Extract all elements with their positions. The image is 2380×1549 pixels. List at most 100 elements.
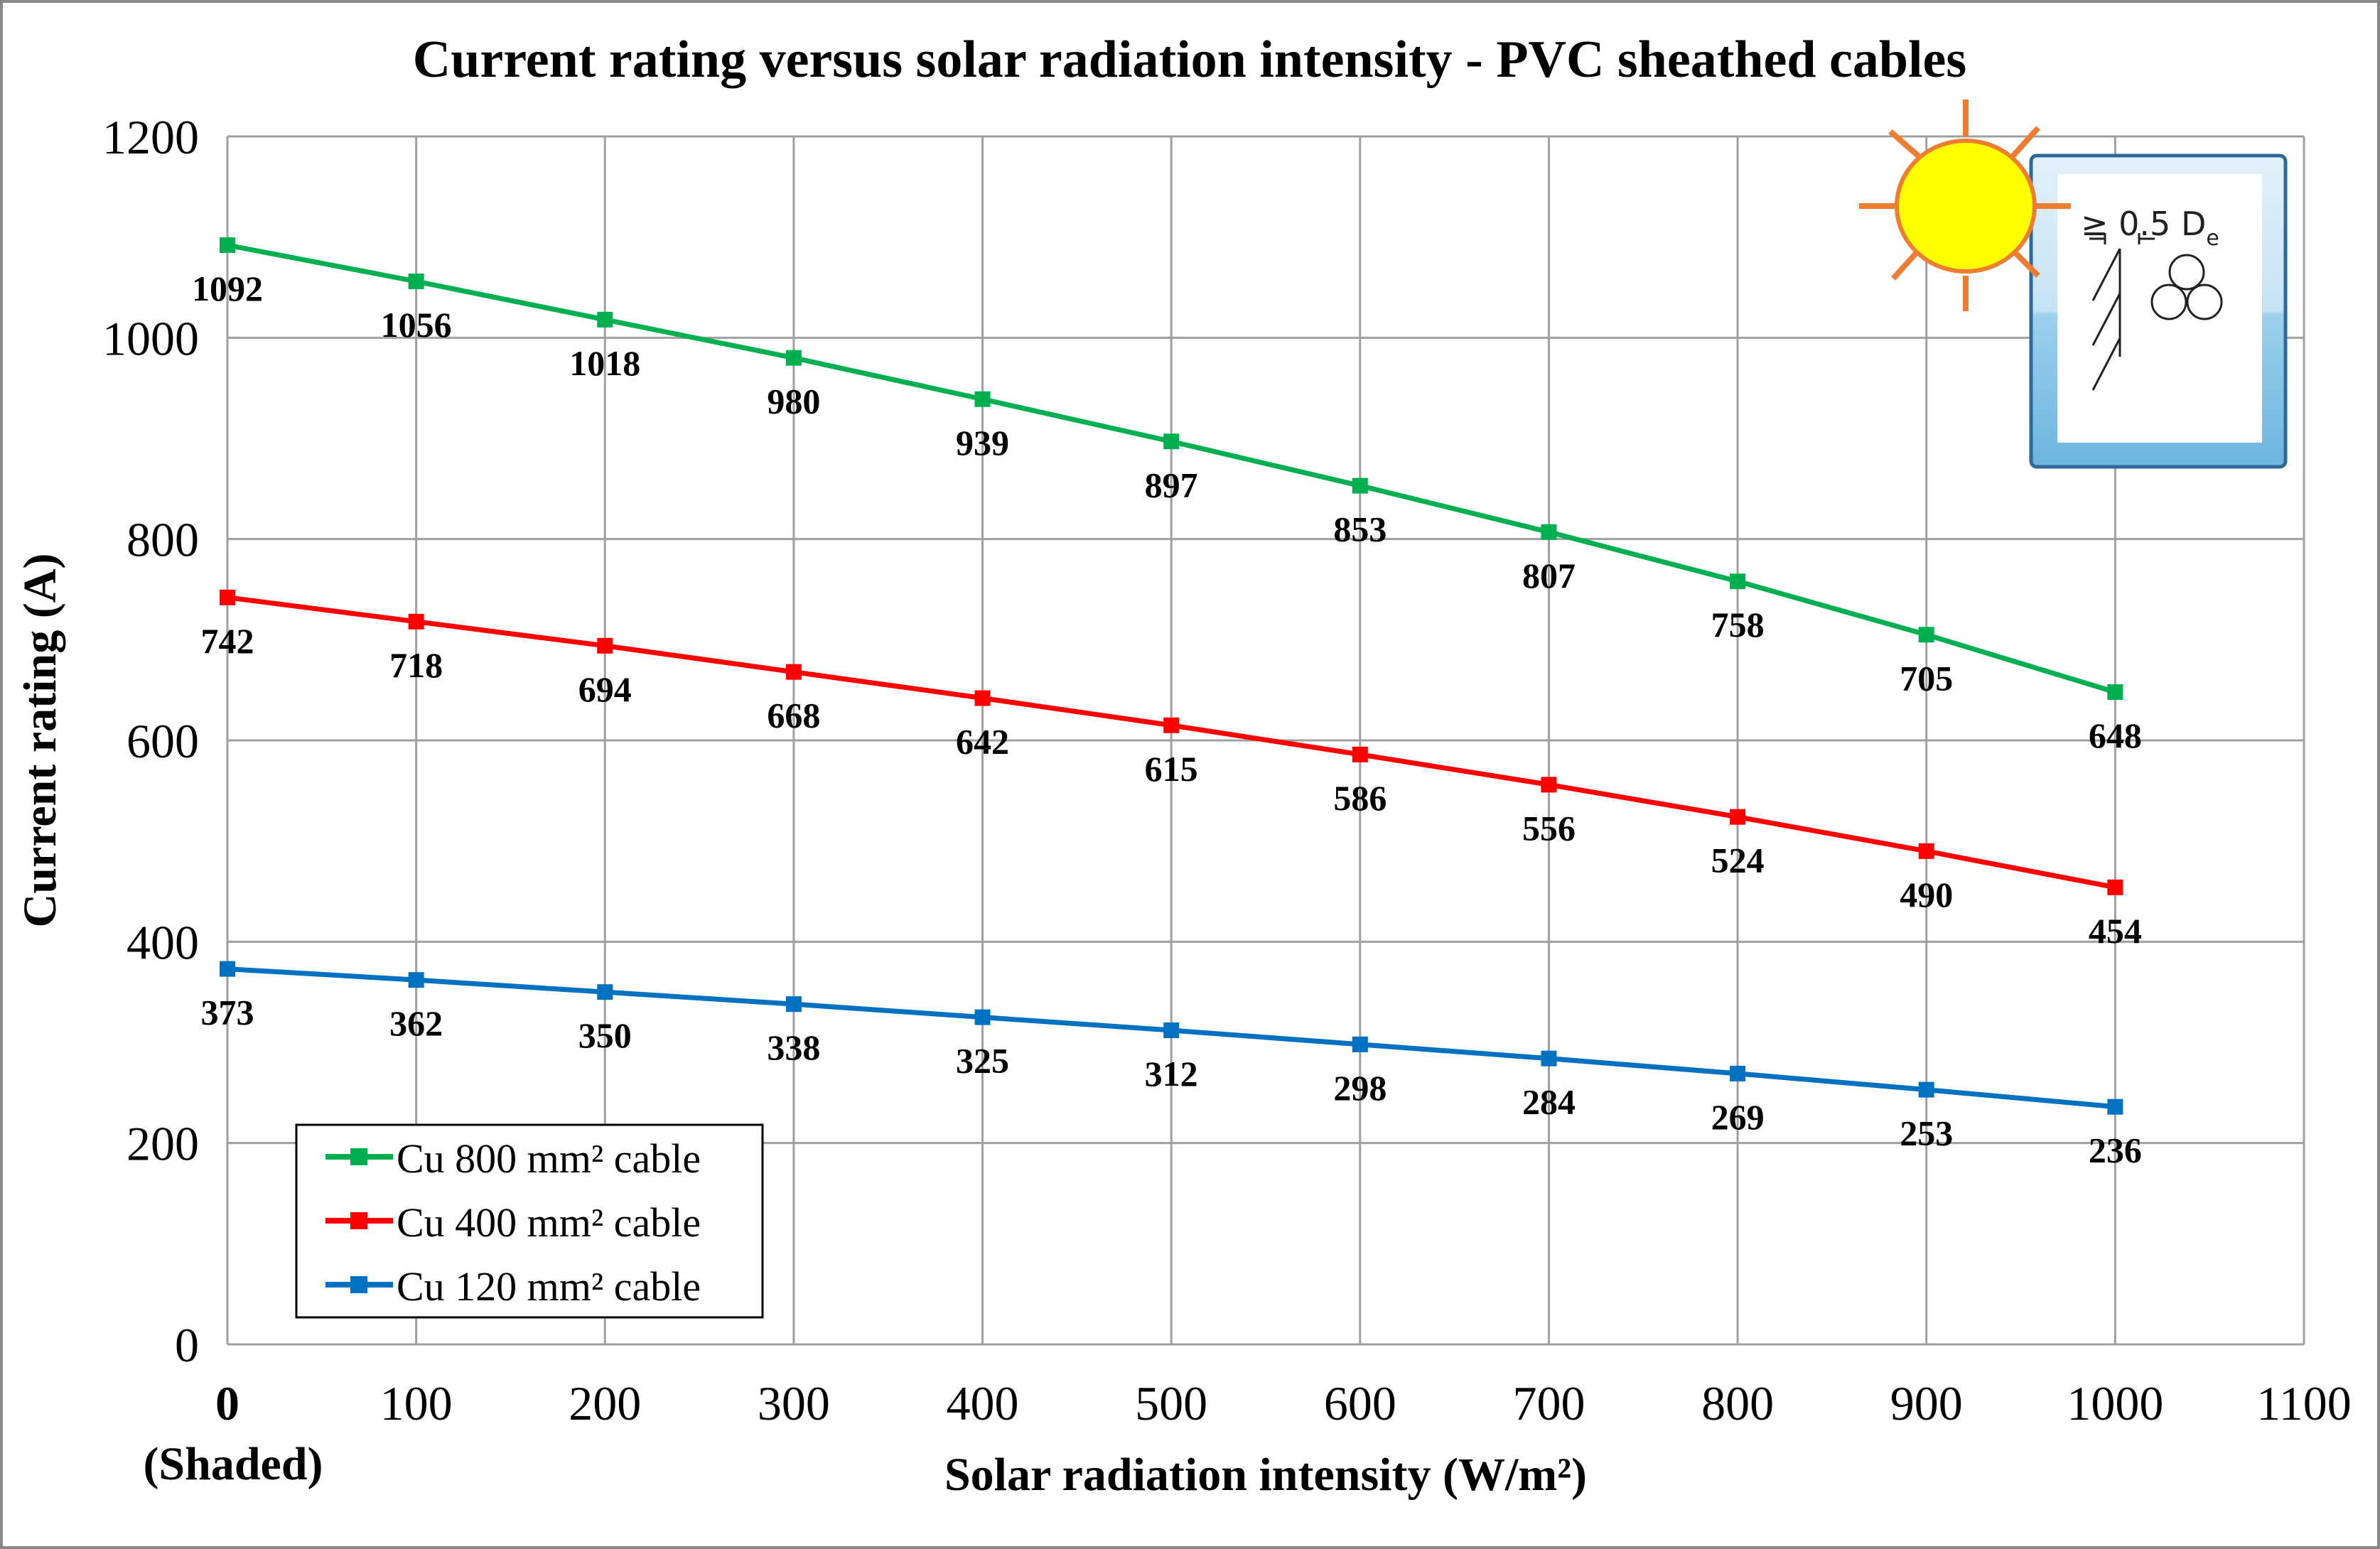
data-point [2107, 684, 2123, 700]
data-label: 490 [1900, 875, 1953, 914]
data-label: 758 [1711, 605, 1765, 644]
data-point [1918, 1081, 1934, 1098]
series-2: 373 362 350 338 325 312 298 284 269 253 236 [201, 961, 2142, 1170]
x-tick-label: 500 [1135, 1376, 1207, 1430]
data-point [2107, 1099, 2123, 1115]
data-point [220, 589, 235, 605]
data-point [1163, 1022, 1180, 1038]
y-tick-label: 200 [126, 1117, 199, 1171]
legend-label: Cu 400 mm² cable [397, 1199, 701, 1246]
data-label: 362 [389, 1003, 443, 1043]
data-label: 1092 [192, 269, 263, 308]
x-tick-label: 1000 [2067, 1376, 2163, 1430]
legend: Cu 800 mm² cable Cu 400 mm² cable Cu 120 m… [295, 1123, 764, 1319]
data-label: 338 [767, 1027, 820, 1067]
series-layer: 1092105610189809398978538077587056487427… [192, 237, 2142, 1170]
x-tick-label: 100 [380, 1376, 453, 1430]
data-point [974, 391, 991, 407]
grid [226, 135, 2305, 1346]
legend-swatch-marker [350, 1148, 367, 1165]
data-label: 284 [1522, 1082, 1576, 1122]
x-tick-label: 300 [758, 1376, 830, 1430]
data-point [1918, 627, 1934, 643]
data-label: 615 [1145, 749, 1198, 789]
data-label: 556 [1522, 808, 1576, 848]
data-label: 350 [578, 1015, 632, 1055]
data-point [408, 274, 424, 289]
y-axis-label: Current rating (A) [14, 554, 66, 928]
cable-trefoil-icon [2150, 254, 2223, 320]
data-label: 807 [1522, 556, 1576, 595]
y-tick-label: 600 [126, 714, 199, 768]
y-tick-label: 1000 [102, 311, 199, 365]
data-point [1541, 1050, 1557, 1067]
data-point [1918, 843, 1934, 859]
spacing-arrows-icon [2089, 233, 2155, 244]
data-label: 236 [2089, 1130, 2142, 1170]
data-label: 742 [201, 621, 254, 661]
data-label: 668 [767, 696, 820, 735]
data-label: 694 [578, 669, 632, 709]
y-axis-ticks: 0 200 400 600 800 1000 1200 [102, 110, 199, 1372]
x-tick-label: 0 [215, 1376, 239, 1430]
data-label: 897 [1145, 465, 1198, 504]
data-label: 718 [389, 645, 443, 685]
data-label: 642 [956, 722, 1009, 762]
chart-title: Current rating versus solar radiation in… [413, 31, 1966, 89]
data-point [597, 311, 613, 328]
data-point [1352, 477, 1368, 494]
data-label: 373 [201, 993, 254, 1032]
data-point [785, 350, 802, 366]
data-point [220, 237, 235, 253]
legend-swatch-marker [350, 1212, 367, 1229]
data-point [1352, 746, 1368, 762]
data-label: 298 [1333, 1068, 1386, 1108]
data-label: 853 [1333, 509, 1386, 549]
data-point [1541, 524, 1557, 540]
data-point [597, 637, 613, 654]
legend-item: Cu 120 mm² cable [325, 1263, 701, 1310]
data-point [1541, 777, 1557, 793]
data-label: 586 [1333, 778, 1386, 818]
data-label: 325 [956, 1041, 1009, 1081]
data-label: 939 [956, 423, 1009, 463]
data-label: 312 [1145, 1054, 1198, 1094]
data-point [1163, 433, 1180, 450]
data-point [597, 984, 613, 1000]
x-tick-label: 900 [1890, 1376, 1963, 1430]
data-point [2107, 879, 2123, 895]
data-point [220, 961, 235, 977]
x-tick-label: 600 [1324, 1376, 1396, 1430]
inset-label: ≥ 0.5 De [2081, 205, 2219, 251]
y-tick-label: 800 [126, 513, 199, 567]
data-label: 648 [2089, 716, 2142, 755]
x-tick-label: 1100 [2256, 1376, 2351, 1430]
x-axis-ticks: 0 100 200 300 400 500 600 700 800 900 1000 1100 [215, 1376, 2352, 1430]
data-point [408, 972, 424, 988]
data-label: 705 [1900, 658, 1953, 698]
x-tick-sublabel: (Shaded) [143, 1438, 323, 1490]
data-point [408, 613, 424, 630]
data-label: 980 [767, 382, 820, 421]
data-point [1163, 717, 1180, 733]
x-tick-label: 400 [947, 1376, 1019, 1430]
data-label: 524 [1711, 841, 1765, 880]
data-point [1730, 1065, 1746, 1081]
x-axis-label: Solar radiation intensity (W/m²) [944, 1449, 1587, 1501]
data-label: 454 [2089, 911, 2142, 951]
legend-label: Cu 120 mm² cable [397, 1263, 701, 1310]
y-tick-label: 0 [175, 1318, 199, 1372]
y-tick-label: 400 [126, 915, 199, 969]
data-label: 253 [1900, 1113, 1953, 1153]
legend-label: Cu 800 mm² cable [397, 1135, 701, 1182]
data-point [1352, 1036, 1368, 1052]
series-0: 1092 1056 1018 980 939 897 853 807 758 705 648 [192, 237, 2142, 755]
data-point [1730, 809, 1746, 825]
data-label: 1018 [569, 343, 640, 383]
legend-item: Cu 800 mm² cable [325, 1135, 701, 1182]
data-point [785, 664, 802, 680]
data-label: 1056 [381, 305, 452, 345]
data-label: 269 [1711, 1097, 1765, 1137]
y-tick-label: 1200 [102, 110, 199, 164]
series-1: 742 718 694 668 642 615 586 556 524 490 454 [201, 589, 2142, 951]
